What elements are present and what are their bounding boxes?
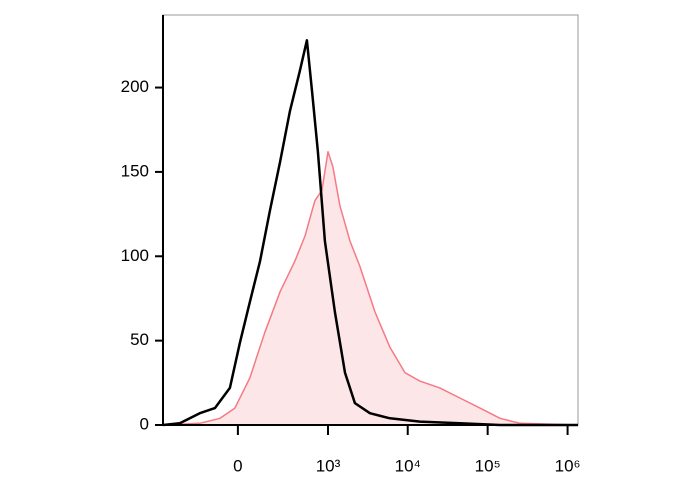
- x-tick-label: 10⁶: [555, 456, 581, 475]
- series-line: [162, 150, 579, 426]
- x-tick-label: 0: [233, 456, 242, 475]
- series-area: [163, 151, 578, 425]
- x-tick-label: 10⁵: [475, 456, 501, 475]
- series-line: [162, 39, 578, 427]
- y-tick-label: 100: [121, 246, 149, 265]
- y-tick-label: 0: [140, 414, 149, 433]
- y-tick-label: 200: [121, 77, 149, 96]
- x-tick-label: 10⁴: [395, 456, 421, 475]
- x-tick-label: 10³: [316, 456, 341, 475]
- y-tick-label: 50: [130, 330, 149, 349]
- y-tick-label: 150: [121, 161, 149, 180]
